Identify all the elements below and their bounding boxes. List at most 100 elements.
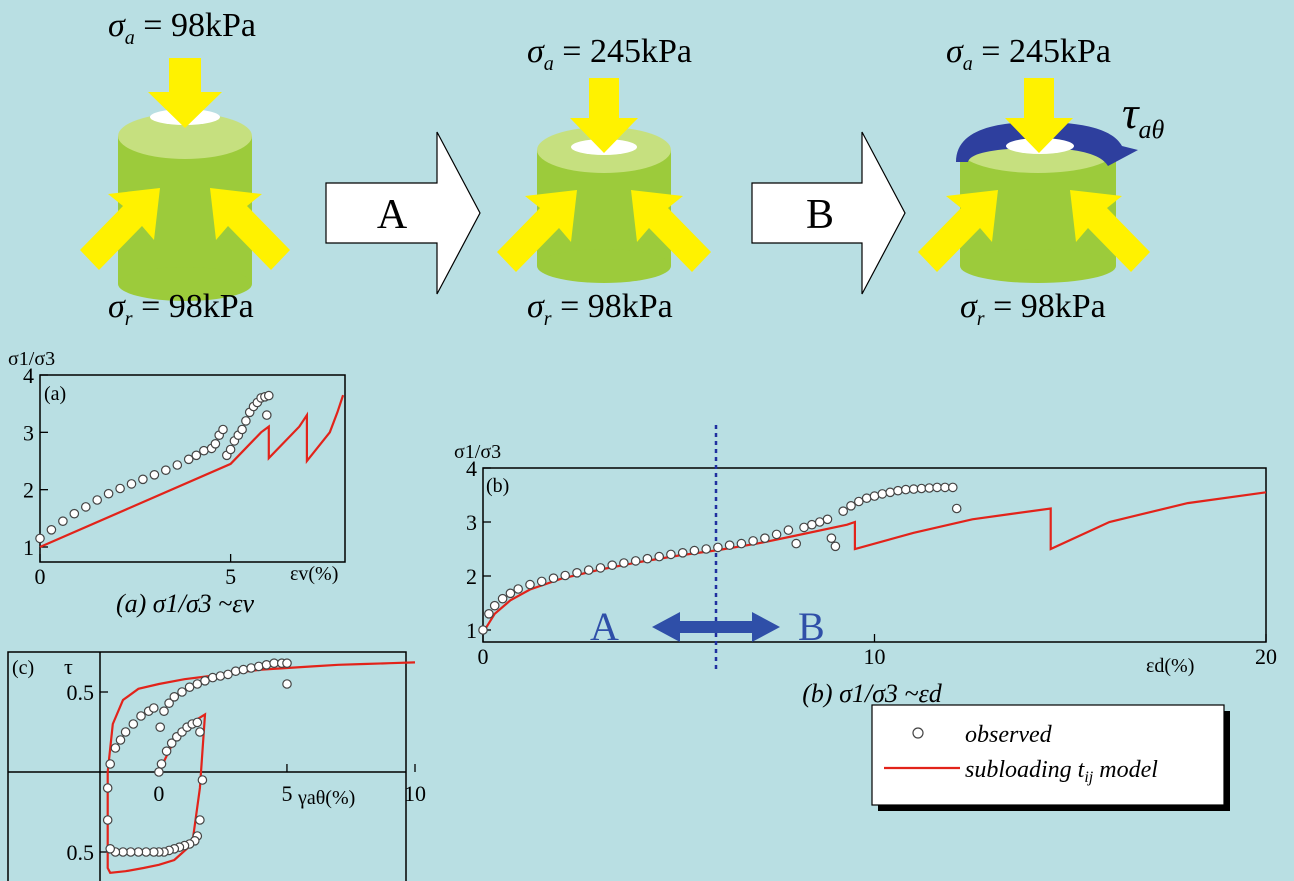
observed-point	[58, 516, 68, 526]
observed-point	[197, 775, 208, 785]
observed-point	[183, 454, 194, 465]
transition-arrow-a: A	[325, 131, 481, 295]
observed-point	[115, 483, 125, 494]
sigma-r-label: σr = 98kPa	[960, 288, 1106, 330]
sigma-r-label: σr = 98kPa	[108, 288, 254, 330]
x-tick-label: 5	[225, 564, 236, 589]
y-axis-label: τ	[64, 654, 73, 679]
chart-caption: (a) σ1/σ3 ~εv	[116, 589, 254, 618]
y-tick-label: 3	[466, 510, 477, 535]
x-tick-label: 10	[864, 644, 886, 669]
axial-load-arrow-icon	[1005, 78, 1073, 153]
observed-point	[126, 479, 137, 489]
observed-point	[548, 573, 559, 583]
chart-b: 0 10 20 1 2 3 4 A B σ1/σ3 (b) εd(%) (b) σ1/σ3 …	[454, 425, 1277, 708]
observed-point	[164, 698, 174, 708]
sigma-a-label: σa = 98kPa	[108, 7, 256, 49]
observed-point	[713, 542, 723, 553]
observed-point	[161, 746, 172, 756]
observed-point	[246, 663, 256, 673]
arrow-b-label: B	[806, 192, 834, 238]
cylinder-bottom	[118, 267, 252, 301]
sigma-a-label: σa = 245kPa	[946, 33, 1111, 75]
observed-point	[630, 556, 641, 566]
y-tick-label: 1	[23, 535, 34, 560]
legend-box	[871, 704, 1225, 806]
observed-point	[826, 533, 837, 543]
observed-point	[207, 672, 218, 683]
observed-point	[791, 538, 801, 549]
observed-point	[161, 465, 171, 475]
observed-point	[102, 815, 113, 825]
radial-load-arrow-right-icon	[1070, 190, 1150, 272]
observed-point	[807, 519, 817, 530]
observed-point	[195, 727, 205, 737]
observed-point	[138, 474, 148, 485]
stage-2: σa = 245kPa σr = 98kPa	[497, 33, 711, 330]
observed-point	[225, 444, 236, 455]
observed-point	[654, 551, 664, 562]
arrow-a-label: A	[377, 192, 408, 238]
observed-point	[830, 541, 841, 552]
observed-point	[169, 691, 180, 702]
panel-label: (b)	[486, 475, 509, 497]
panel-label: (c)	[12, 657, 34, 679]
phase-label-b: B	[798, 604, 825, 649]
observed-point	[814, 517, 825, 527]
x-tick-label: 20	[1255, 644, 1277, 669]
arrow-b-icon	[751, 131, 906, 295]
observed-point	[102, 783, 113, 793]
observed-point	[771, 529, 782, 540]
radial-load-arrow-left-icon	[80, 188, 160, 270]
observed-point	[748, 536, 758, 546]
cylinder-bottom	[537, 249, 671, 283]
observed-point	[177, 687, 187, 697]
observed-point	[156, 759, 167, 769]
legend: observed subloading tij model	[871, 704, 1230, 811]
observed-point	[822, 514, 833, 525]
plot-frame	[7, 651, 407, 881]
radial-load-arrow-left-icon	[497, 190, 577, 272]
observed-point	[149, 703, 159, 713]
observed-point	[595, 563, 606, 573]
phase-label-a: A	[590, 604, 619, 649]
sigma-r-label: σr = 98kPa	[527, 288, 673, 330]
observed-point	[155, 722, 165, 732]
observed-point	[166, 738, 177, 748]
observed-point	[241, 416, 251, 426]
y-tick-label: 2	[23, 478, 34, 503]
observed-point	[149, 469, 160, 480]
observed-point	[115, 735, 126, 745]
observed-point	[760, 533, 770, 543]
x-axis-label: εd(%)	[1146, 655, 1194, 677]
observed-point	[120, 727, 131, 737]
observed-point	[261, 410, 272, 420]
observed-point	[861, 493, 872, 503]
stage-1: σa = 98kPa σr = 98kPa	[80, 7, 290, 330]
observed-point	[607, 560, 617, 570]
observed-point	[583, 565, 594, 575]
observed-point	[105, 843, 115, 854]
axial-load-arrow-icon	[148, 58, 222, 128]
observed-point	[92, 495, 102, 505]
axial-load-arrow-icon	[570, 78, 638, 153]
observed-point	[478, 625, 488, 635]
observed-point	[877, 489, 888, 499]
observed-point	[701, 544, 711, 554]
observed-point	[947, 482, 958, 493]
radial-load-arrow-left-icon	[918, 190, 998, 272]
observed-point	[677, 547, 688, 558]
observed-point	[619, 558, 629, 568]
chart-a: 0 5 1 2 3 4 σ1/σ3 (a) εv(%) (a) σ1/σ3 ~εv	[8, 348, 346, 618]
y-tick-label: 0.5	[67, 840, 95, 865]
tau-label: τaθ	[1122, 87, 1164, 144]
observed-point	[191, 450, 202, 461]
model-series-line	[106, 661, 416, 874]
observed-point	[736, 538, 747, 549]
transition-arrow-b: B	[751, 131, 906, 295]
observed-point	[69, 508, 80, 519]
x-tick-label: 10	[404, 781, 426, 806]
observed-point	[505, 588, 516, 599]
y-tick-label: 4	[23, 363, 34, 388]
